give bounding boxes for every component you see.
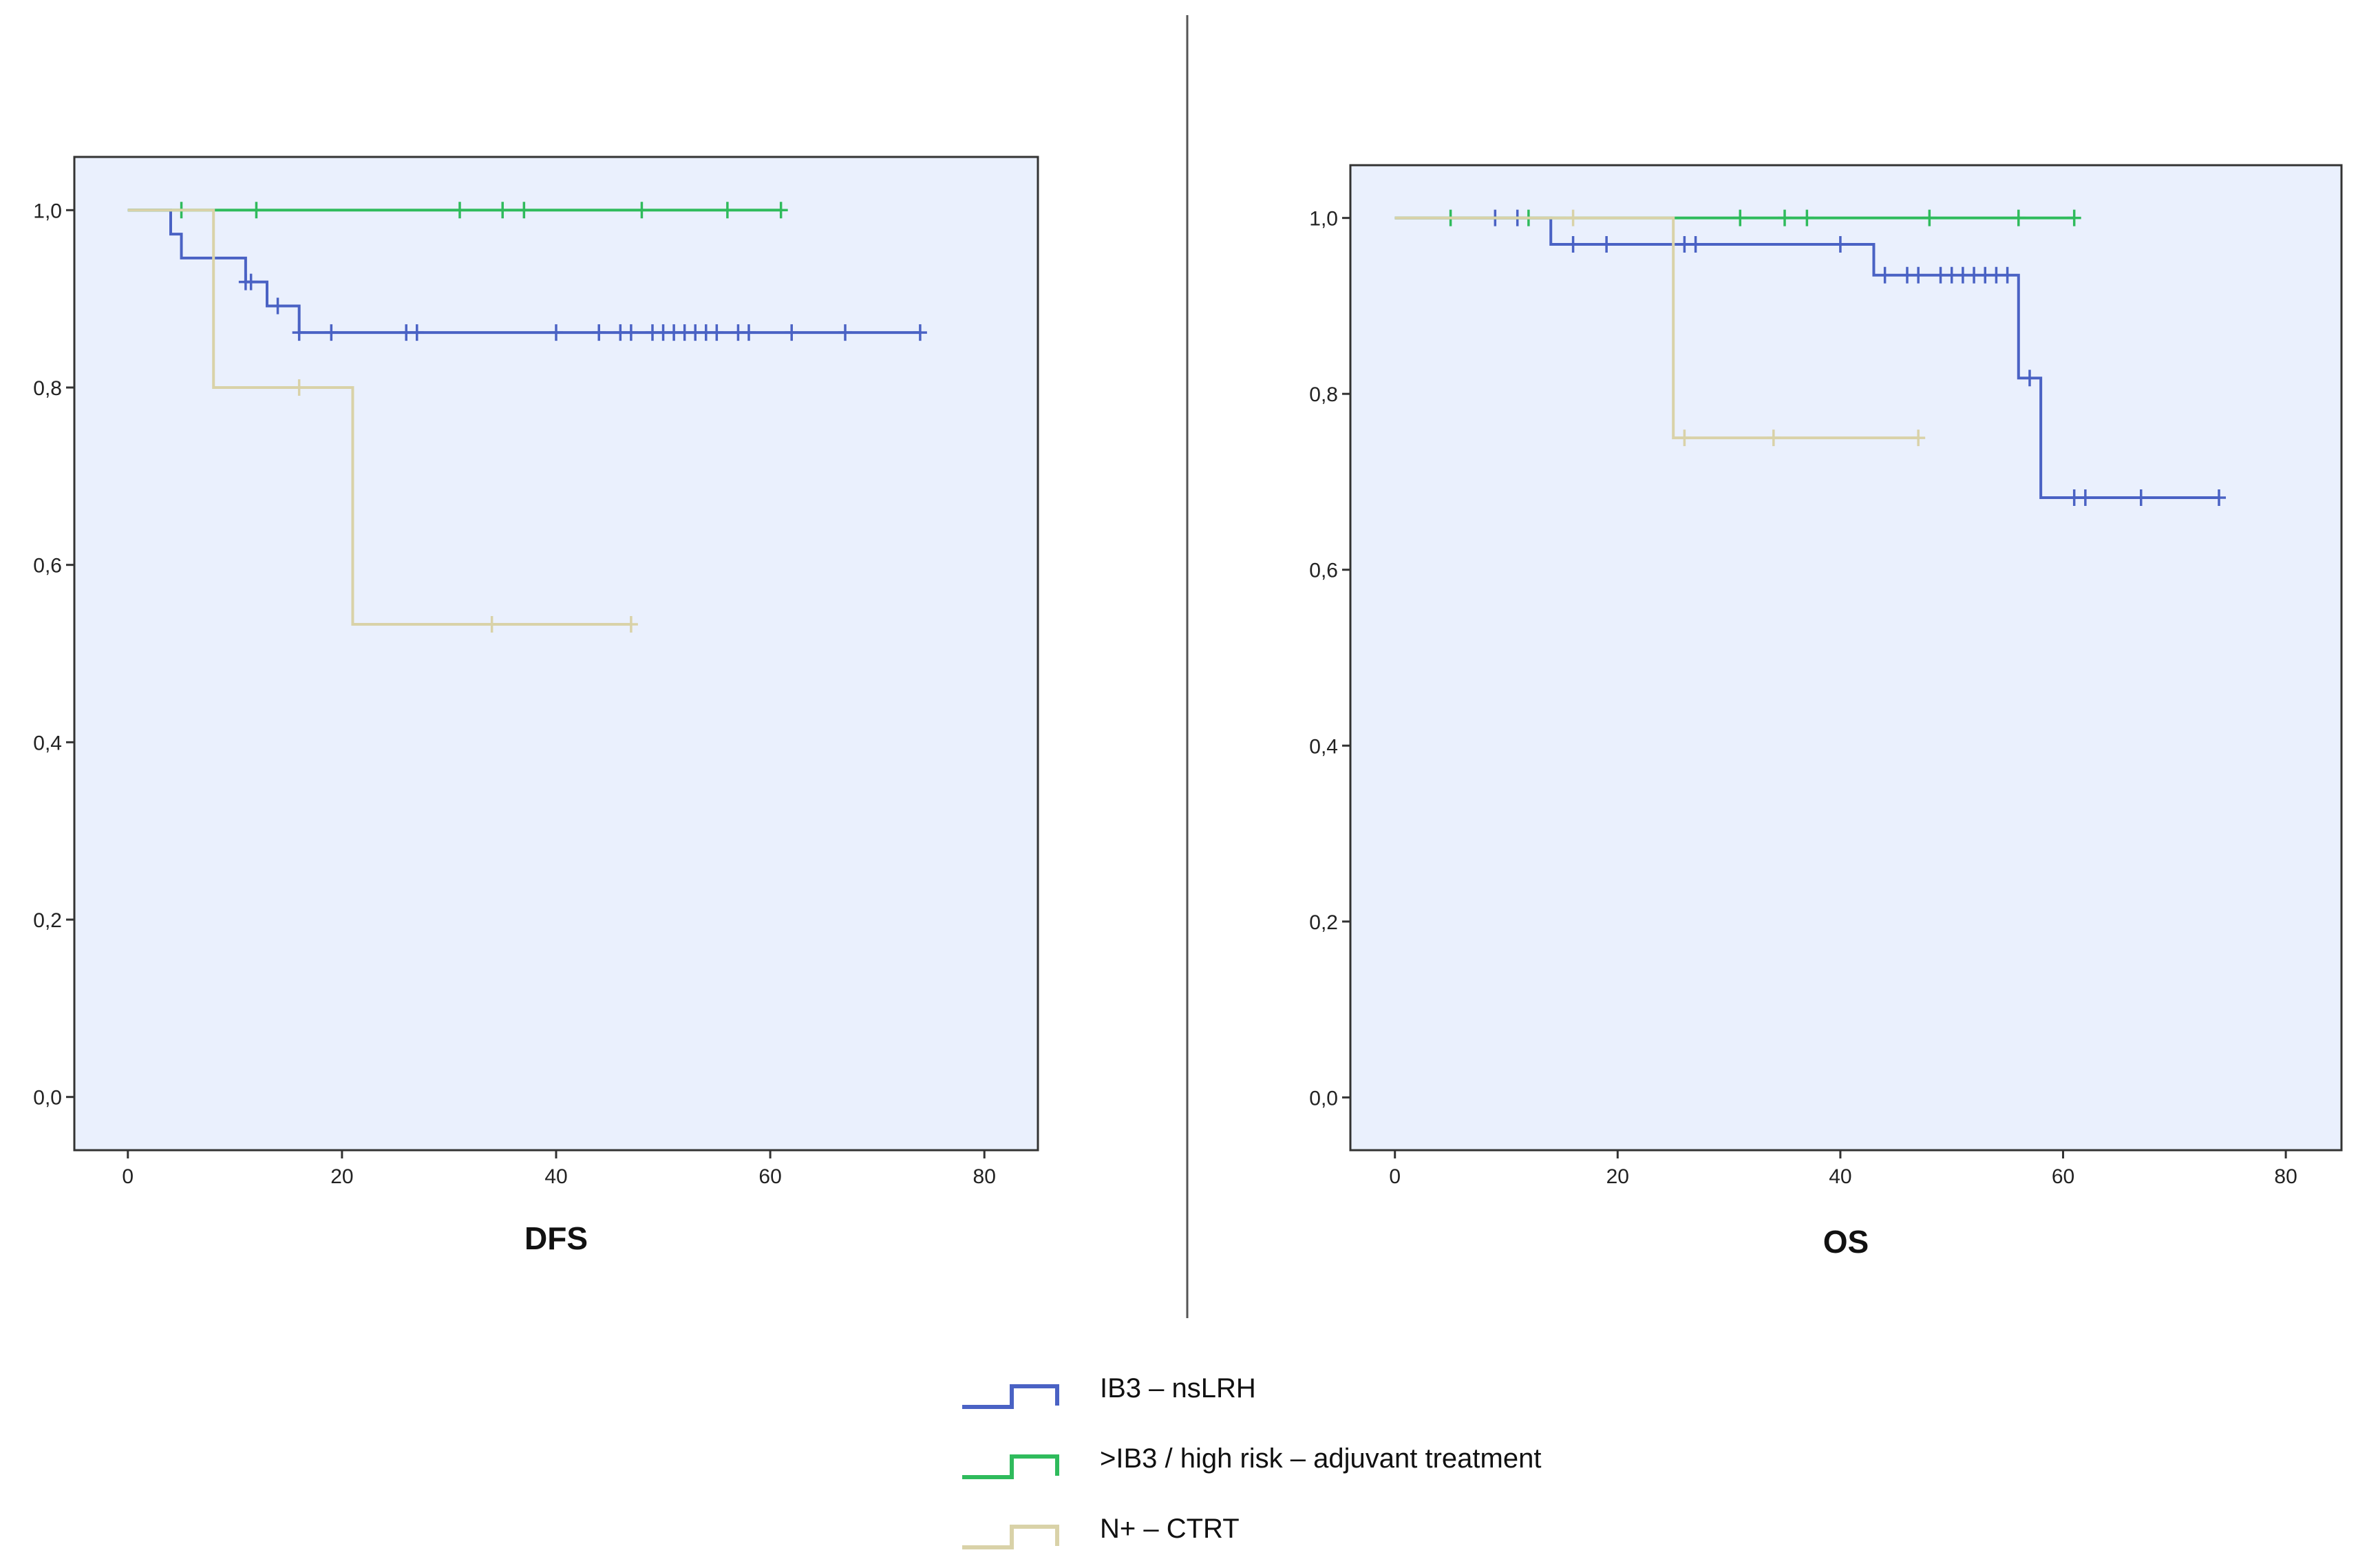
os-series-ib3-censor-mark [1833, 235, 1847, 253]
legend-swatch-adjuvant [962, 1454, 1059, 1479]
os-x-tick-label: 40 [1829, 1165, 1851, 1188]
os-series-ib3-censor-mark [1911, 266, 1926, 284]
os-series-group [1394, 209, 2227, 506]
dfs-series-ctrt-censor-mark [292, 379, 306, 396]
os-x-tick-label: 20 [1606, 1165, 1629, 1188]
os-y-tick-label: 0,0 [1309, 1087, 1338, 1110]
dfs-x-tick-label: 80 [973, 1165, 996, 1188]
dfs-series-adj-censor-mark [635, 202, 649, 219]
dfs-series-ib3-curve [127, 209, 920, 335]
os-x-axis: 0 20 40 60 80 [1389, 1150, 2297, 1188]
os-series-ctrt-curve [1394, 216, 1919, 440]
os-y-tick-label: 0,8 [1309, 383, 1338, 406]
dfs-series-ib3-censor-mark [710, 324, 724, 341]
os-series-adj-censor-mark [1922, 209, 1937, 226]
dfs-series-ib3-censor-mark [549, 324, 563, 341]
os-series-ib3-censor-mark [2022, 370, 2037, 387]
os-series-ib3-censor-mark [1688, 235, 1703, 253]
os-y-tick-label: 0,2 [1309, 911, 1338, 934]
dfs-y-tick-label: 0,6 [33, 555, 62, 578]
dfs-panel-title: DFS [524, 1220, 588, 1256]
os-series-ib3-censor-mark [1600, 235, 1614, 253]
legend-swatch-ib3 [962, 1384, 1059, 1409]
dfs-series-adj-censor-mark [517, 202, 531, 219]
dfs-x-tick-label: 60 [758, 1165, 781, 1188]
dfs-series-ib3-censor-mark [270, 297, 285, 315]
dfs-series-group [127, 202, 927, 633]
legend-item-ib3: IB3 – nsLRH [962, 1373, 1256, 1409]
dfs-series-adj-censor-mark [453, 202, 467, 219]
dfs-y-tick-label: 0,0 [33, 1087, 62, 1110]
os-y-tick-label: 0,4 [1309, 735, 1338, 758]
legend-label-ib3: IB3 – nsLRH [1100, 1373, 1256, 1403]
dfs-y-tick-label: 0,4 [33, 732, 62, 754]
os-x-tick-label: 60 [2052, 1165, 2074, 1188]
os-series-ib3-censor-mark [1878, 266, 1892, 284]
dfs-chart-panel: 0,0 0,2 0,4 0,6 0,8 1,0 0 20 40 60 80 DFS [33, 156, 1039, 1256]
os-plot-area [1349, 164, 2343, 1152]
os-series-ctrt-censor-mark [1566, 209, 1580, 226]
os-x-tick-label: 80 [2274, 1165, 2297, 1188]
os-y-axis: 0,0 0,2 0,4 0,6 0,8 1,0 [1309, 208, 1350, 1110]
dfs-series-ib3-censor-mark [838, 324, 852, 341]
dfs-x-axis: 0 20 40 60 80 [122, 1150, 996, 1188]
chart-legend: IB3 – nsLRH >IB3 / high risk – adjuvant … [962, 1373, 1541, 1549]
os-y-tick-label: 0,6 [1309, 560, 1338, 582]
dfs-y-tick-label: 0,8 [33, 377, 62, 400]
os-series-ctrt-censor-mark [1677, 430, 1692, 447]
os-series-adj-censor-mark [1733, 209, 1748, 226]
os-series-adj-censor-mark [1800, 209, 1814, 226]
os-series-ib3-censor-mark [2000, 266, 2015, 284]
legend-swatch-ctrt [962, 1525, 1059, 1549]
dfs-series-ctrt-censor-mark [485, 615, 499, 633]
dfs-series-ib3-censor-mark [410, 324, 424, 341]
dfs-x-tick-label: 40 [544, 1165, 567, 1188]
legend-label-adjuvant: >IB3 / high risk – adjuvant treatment [1100, 1443, 1541, 1474]
dfs-series-ib3-censor-mark [592, 324, 606, 341]
dfs-series-adj-censor-mark [496, 202, 510, 219]
os-series-ib3-censor-mark [2212, 489, 2227, 506]
legend-item-ctrt: N+ – CTRT [962, 1514, 1240, 1549]
os-series-ctrt-censor-mark [1766, 430, 1781, 447]
dfs-series-ib3-censor-mark [292, 324, 306, 341]
dfs-series-adj-censor-mark [249, 202, 264, 219]
os-series-ib3-censor-mark [2134, 489, 2148, 506]
legend-item-adjuvant: >IB3 / high risk – adjuvant treatment [962, 1443, 1541, 1479]
dfs-y-axis: 0,0 0,2 0,4 0,6 0,8 1,0 [33, 200, 74, 1110]
dfs-x-tick-label: 0 [122, 1165, 134, 1188]
dfs-series-ib3-censor-mark [742, 324, 756, 341]
legend-label-ctrt: N+ – CTRT [1100, 1514, 1240, 1544]
os-series-adj-censor-mark [1778, 209, 1792, 226]
os-series-adj-censor-mark [2011, 209, 2026, 226]
dfs-series-ib3-censor-mark [324, 324, 339, 341]
dfs-series-ib3-censor-mark [624, 324, 638, 341]
dfs-series-adj-censor-mark [720, 202, 734, 219]
dfs-y-tick-label: 1,0 [33, 200, 62, 222]
os-series-ib3-censor-mark [2078, 489, 2092, 506]
os-chart-panel: 0,0 0,2 0,4 0,6 0,8 1,0 0 20 40 60 80 OS [1309, 164, 2343, 1260]
dfs-y-tick-label: 0,2 [33, 909, 62, 932]
os-x-tick-label: 0 [1389, 1165, 1401, 1188]
dfs-series-ib3-censor-mark [785, 324, 799, 341]
dfs-x-tick-label: 20 [330, 1165, 353, 1188]
dfs-series-ctrt-censor-mark [624, 615, 638, 633]
os-panel-title: OS [1823, 1224, 1869, 1260]
dfs-series-ib3-censor-mark [244, 273, 258, 290]
os-series-ib3-censor-mark [1566, 235, 1580, 253]
dfs-series-adj-censor-mark [774, 202, 788, 219]
dfs-plot-area [73, 156, 1039, 1152]
os-series-adj-censor-mark [2067, 209, 2081, 226]
dfs-series-ib3-censor-mark [913, 324, 927, 341]
os-y-tick-label: 1,0 [1309, 208, 1338, 231]
dfs-series-ctrt-curve [127, 209, 631, 626]
os-series-ctrt-censor-mark [1911, 430, 1926, 447]
